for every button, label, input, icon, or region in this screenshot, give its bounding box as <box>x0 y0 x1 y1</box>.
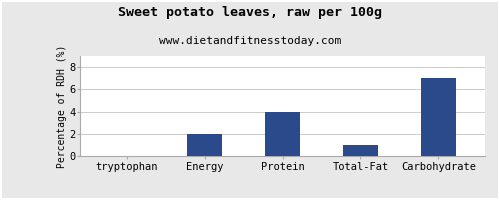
Bar <box>265 112 300 156</box>
Bar <box>420 78 456 156</box>
Text: Sweet potato leaves, raw per 100g: Sweet potato leaves, raw per 100g <box>118 6 382 19</box>
Bar <box>187 134 222 156</box>
Y-axis label: Percentage of RDH (%): Percentage of RDH (%) <box>57 44 67 168</box>
Bar <box>343 145 378 156</box>
Text: www.dietandfitnesstoday.com: www.dietandfitnesstoday.com <box>159 36 341 46</box>
